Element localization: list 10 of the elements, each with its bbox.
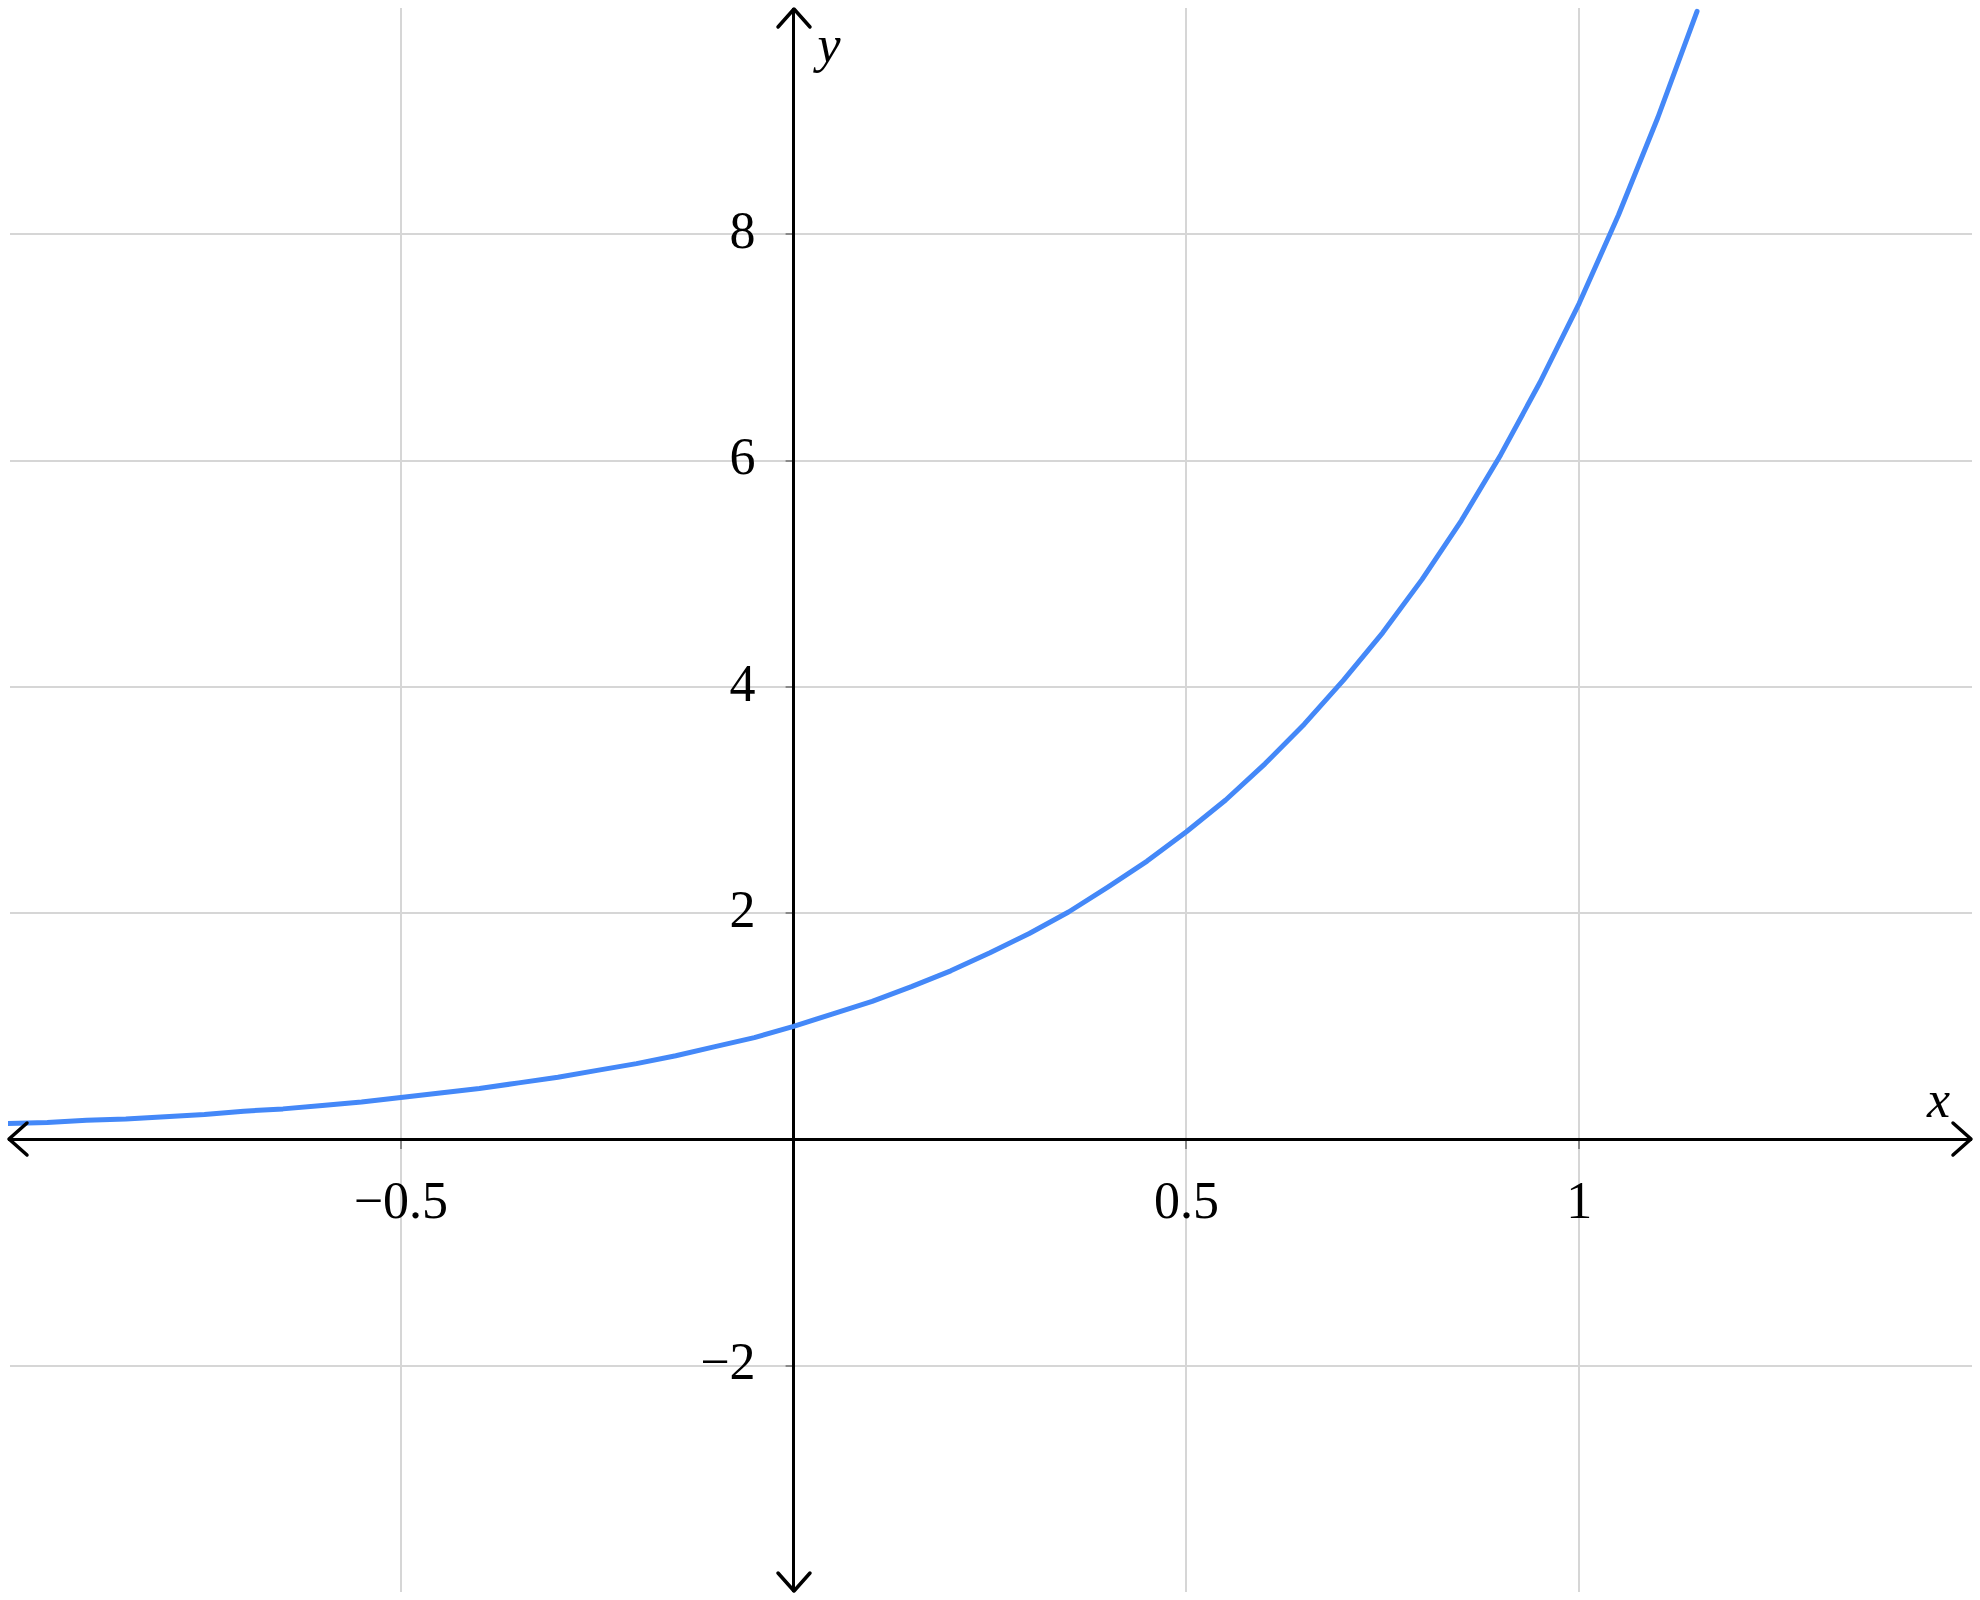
x-tick-label: 0.5 bbox=[1153, 1172, 1219, 1230]
y-tick-label: 6 bbox=[729, 428, 756, 486]
x-tick-label: −0.5 bbox=[353, 1172, 448, 1230]
x-axis-title: x bbox=[1925, 1071, 1950, 1129]
y-tick-label: 2 bbox=[729, 880, 756, 938]
y-axis-title: y bbox=[812, 15, 842, 73]
y-tick-label: 4 bbox=[729, 654, 756, 712]
y-tick-label: −2 bbox=[700, 1333, 756, 1391]
x-tick-label: 1 bbox=[1566, 1172, 1593, 1230]
y-tick-label: 8 bbox=[729, 201, 756, 259]
